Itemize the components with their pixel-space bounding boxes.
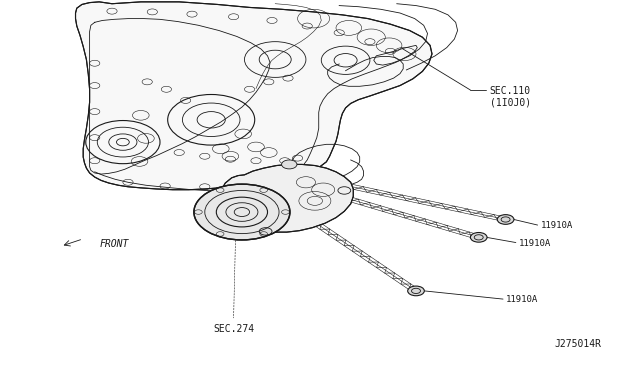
Text: FRONT: FRONT [99,239,129,248]
Polygon shape [220,164,353,232]
Circle shape [408,286,424,296]
Polygon shape [76,2,432,190]
Text: 11910A: 11910A [506,295,538,304]
Text: 11910A: 11910A [518,239,550,248]
Text: 11910A: 11910A [541,221,573,230]
Circle shape [497,215,514,224]
Text: SEC.110: SEC.110 [490,86,531,96]
Text: (1I0J0): (1I0J0) [490,97,531,107]
Text: J275014R: J275014R [555,339,602,349]
Circle shape [470,232,487,242]
Circle shape [282,160,297,169]
Circle shape [259,228,272,235]
Text: SEC.274: SEC.274 [213,324,254,334]
Circle shape [194,184,290,240]
